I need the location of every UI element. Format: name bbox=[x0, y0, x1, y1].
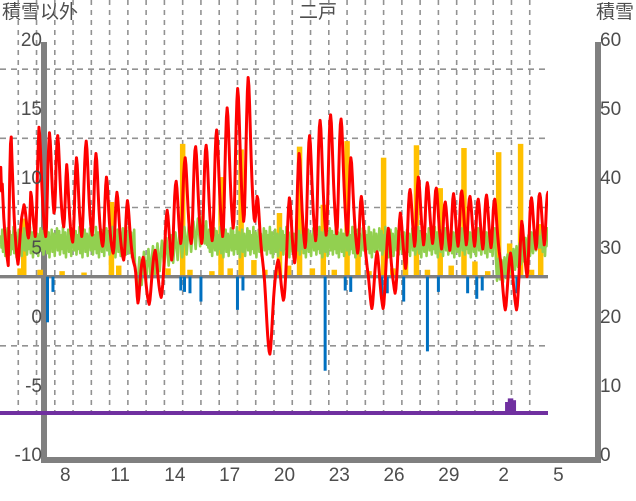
y-axis-tick-left: 15 bbox=[20, 99, 42, 121]
precipitation-bar bbox=[309, 268, 316, 277]
precipitation-bar bbox=[528, 269, 535, 277]
precipitation-bar bbox=[285, 265, 292, 277]
precipitation-bar bbox=[81, 272, 87, 277]
y-axis-tick-right: 20 bbox=[600, 306, 622, 328]
precipitation-bar bbox=[344, 141, 350, 277]
right-axis-title: 積雪 bbox=[595, 2, 634, 23]
x-axis-tick: 23 bbox=[328, 465, 350, 486]
plot-area bbox=[0, 0, 548, 415]
precipitation-bar bbox=[448, 265, 454, 277]
x-axis-tick: 26 bbox=[383, 465, 405, 486]
y-axis-tick-right: 60 bbox=[600, 30, 622, 51]
wind-bar bbox=[199, 276, 203, 302]
wind-bar bbox=[385, 276, 389, 294]
precipitation-bar bbox=[37, 269, 43, 277]
precipitation-bar bbox=[251, 260, 257, 277]
precipitation-bar bbox=[59, 271, 65, 277]
wind-bar bbox=[51, 276, 55, 292]
precipitation-bar bbox=[472, 261, 478, 277]
precipitation-bar bbox=[238, 149, 244, 277]
wind-bar bbox=[45, 276, 49, 323]
wind-bar bbox=[475, 276, 479, 299]
precipitation-bar bbox=[227, 268, 233, 277]
precipitation-bar bbox=[165, 268, 171, 277]
precipitation-bar bbox=[296, 146, 303, 277]
x-axis-tick: 29 bbox=[438, 465, 460, 486]
x-axis-tick: 20 bbox=[273, 465, 296, 486]
wind-bar bbox=[235, 276, 239, 310]
wind-bar bbox=[515, 276, 519, 294]
precipitation-bar bbox=[495, 152, 502, 277]
wind-bar bbox=[480, 276, 484, 291]
wind-bar bbox=[425, 276, 429, 352]
y-axis-tick-left: 0 bbox=[31, 306, 42, 328]
x-axis-tick: 5 bbox=[553, 465, 564, 486]
wind-bar bbox=[436, 276, 440, 292]
axis-bottom-spine bbox=[41, 457, 601, 463]
y-axis-tick-left: -10 bbox=[14, 445, 42, 466]
wind-bar bbox=[466, 276, 470, 294]
temperature-line bbox=[0, 75, 548, 356]
precipitation-bar bbox=[17, 268, 23, 277]
axis-right-spine bbox=[595, 42, 601, 463]
y-axis-tick-right: 10 bbox=[600, 375, 622, 397]
wind-bar bbox=[349, 276, 353, 292]
snow-depth-bar bbox=[510, 400, 517, 415]
y-axis-tick-left: 5 bbox=[31, 237, 42, 259]
precipitation-bar bbox=[115, 265, 122, 277]
precipitation-bar bbox=[331, 269, 338, 277]
precipitation-bar bbox=[484, 271, 491, 277]
y-axis-tick-left: 10 bbox=[20, 168, 42, 190]
precipitation-bar bbox=[380, 157, 387, 277]
chart-canvas bbox=[0, 0, 548, 415]
precipitation-bar bbox=[209, 271, 215, 277]
y-axis-tick-left: -5 bbox=[25, 375, 42, 397]
wind-bar bbox=[188, 276, 192, 294]
x-axis-tick: 14 bbox=[164, 465, 186, 486]
y-axis-tick-right: 30 bbox=[600, 237, 622, 259]
y-axis-tick-left: 20 bbox=[20, 30, 42, 51]
chart-title: 二戸 bbox=[298, 2, 337, 23]
wind-bar bbox=[179, 276, 183, 291]
y-axis-tick-right: 0 bbox=[600, 445, 611, 466]
y-axis-tick-right: 50 bbox=[600, 99, 622, 121]
wind-bar bbox=[343, 276, 347, 291]
x-axis-tick: 8 bbox=[59, 465, 71, 486]
precipitation-bar bbox=[424, 269, 431, 277]
precipitation-bar bbox=[537, 224, 544, 277]
wind-bar bbox=[402, 276, 406, 302]
precipitation-bar bbox=[517, 143, 524, 277]
wind-bar bbox=[182, 276, 186, 292]
snow-depth-baseline bbox=[0, 411, 548, 415]
wind-bar bbox=[323, 276, 327, 371]
x-axis-tick: 17 bbox=[219, 465, 241, 486]
precipitation-bar bbox=[187, 269, 193, 277]
x-axis-tick: 11 bbox=[110, 465, 130, 486]
y-axis-tick-right: 40 bbox=[600, 168, 622, 190]
left-axis-title: 積雪以外 bbox=[2, 2, 79, 23]
x-axis-tick: 2 bbox=[498, 465, 509, 486]
snow-depth-series bbox=[0, 398, 548, 415]
wind-bar bbox=[241, 276, 245, 291]
